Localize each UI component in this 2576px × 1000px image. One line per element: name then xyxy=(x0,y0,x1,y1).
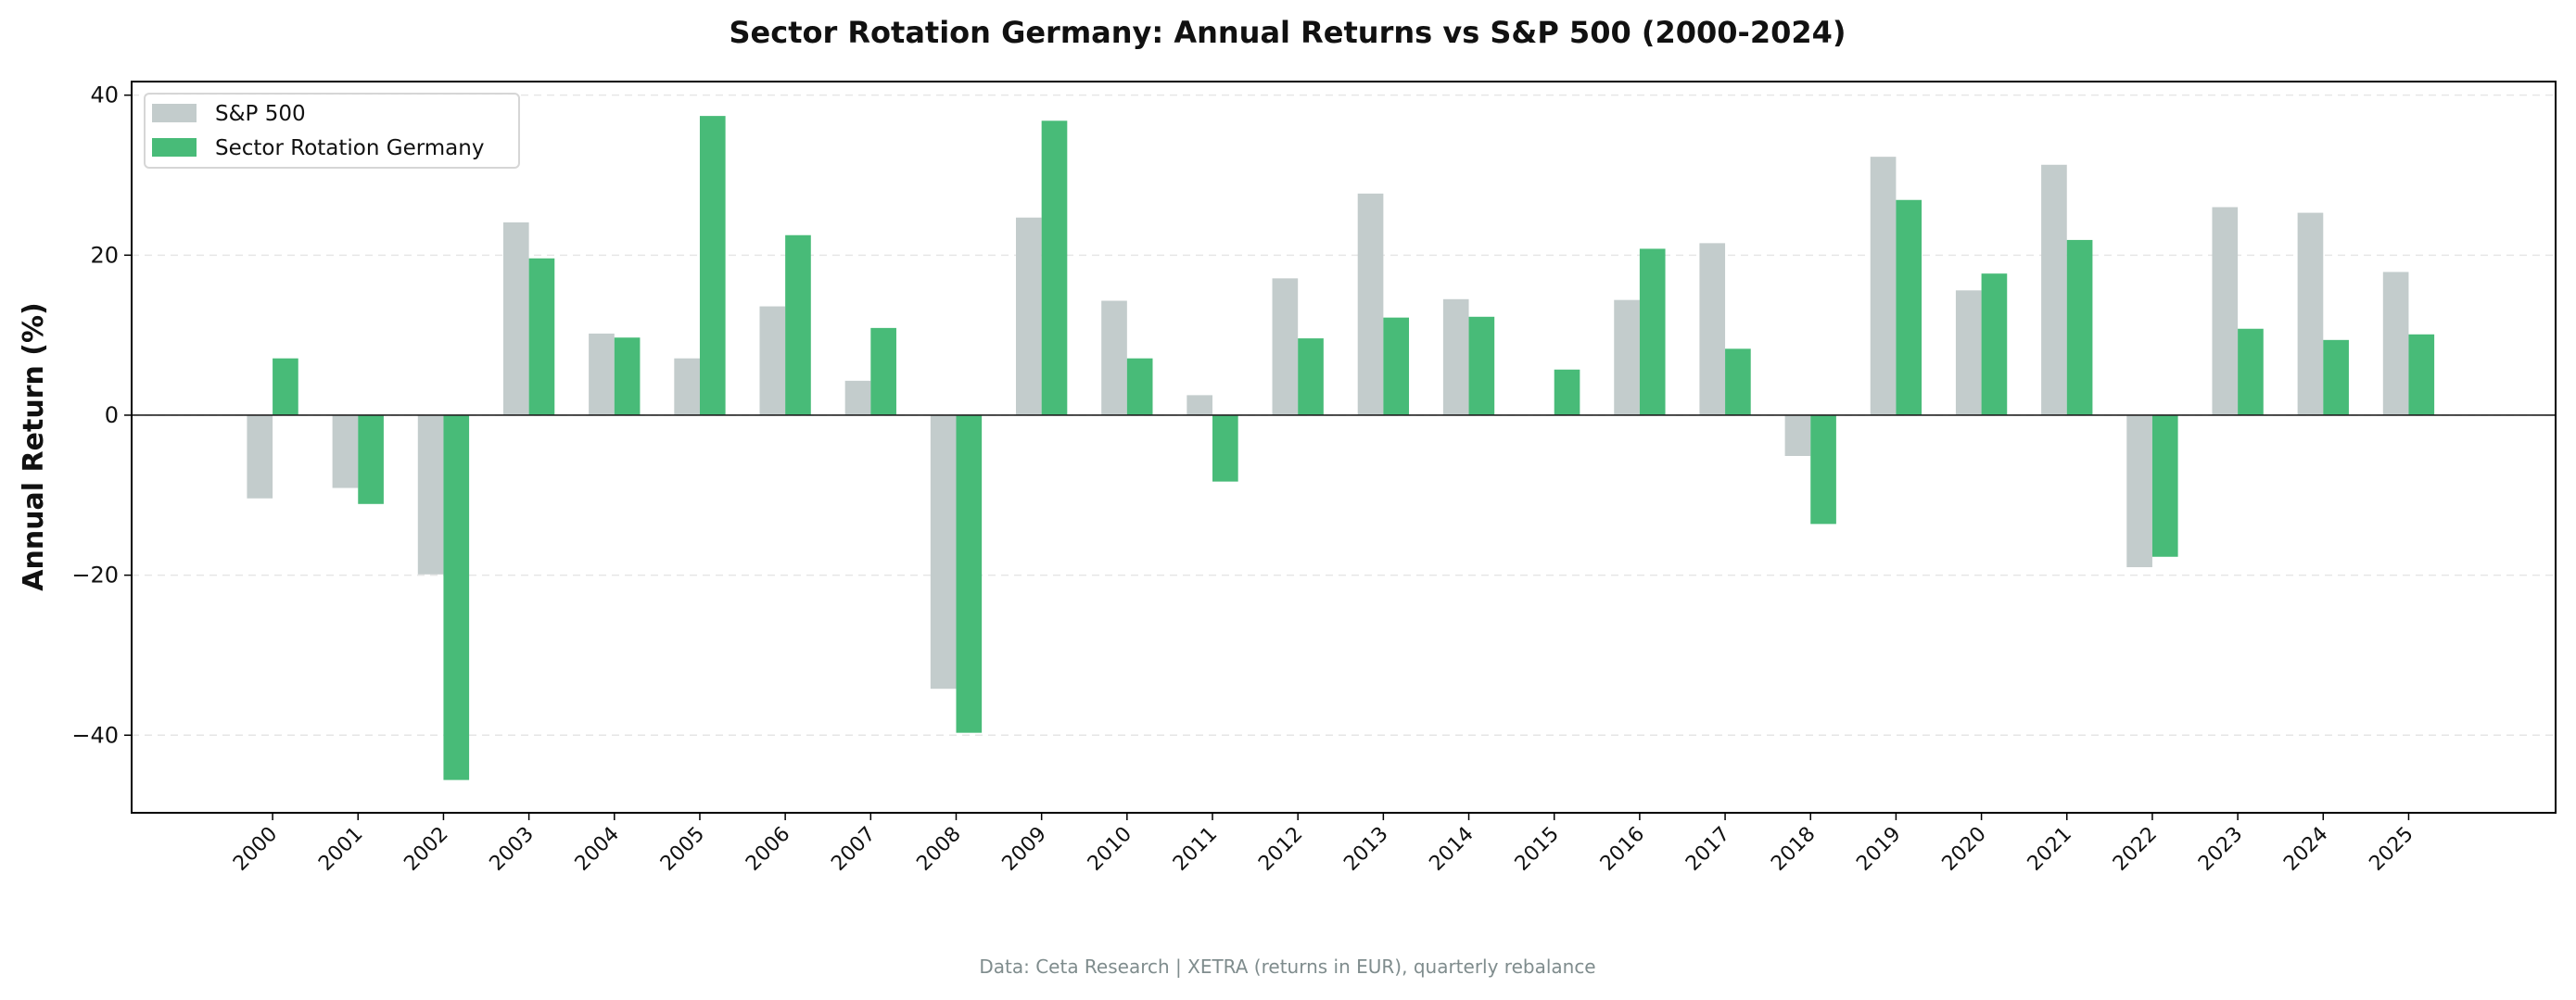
x-tick-label: 2023 xyxy=(2194,823,2247,876)
bar-sector-rotation-2010 xyxy=(1126,358,1153,415)
bar-sp500-2022 xyxy=(2126,414,2152,567)
bar-sector-rotation-2002 xyxy=(443,414,470,780)
y-tick-label: −20 xyxy=(71,563,119,589)
x-tick-label: 2021 xyxy=(2024,823,2076,876)
bar-sector-rotation-2009 xyxy=(1041,120,1068,415)
bar-sector-rotation-2001 xyxy=(358,414,384,504)
bar-sector-rotation-2015 xyxy=(1554,369,1580,415)
bar-sp500-2021 xyxy=(2041,164,2067,415)
x-tick-label: 2019 xyxy=(1852,823,1905,876)
legend-label-sp500: S&P 500 xyxy=(215,102,306,126)
footnote: Data: Ceta Research | XETRA (returns in … xyxy=(979,956,1595,978)
bar-sp500-2018 xyxy=(1784,414,1811,456)
bar-sector-rotation-2012 xyxy=(1298,338,1324,415)
x-tick-label: 2024 xyxy=(2279,823,2332,876)
x-tick-label: 2000 xyxy=(229,823,282,876)
bar-sector-rotation-2000 xyxy=(273,358,298,415)
y-axis-ticks: −40 −20 0 20 40 xyxy=(71,82,132,748)
x-tick-label: 2010 xyxy=(1084,823,1136,876)
x-tick-label: 2014 xyxy=(1426,823,1478,876)
legend: S&P 500 Sector Rotation Germany xyxy=(144,93,520,169)
bar-sector-rotation-2021 xyxy=(2066,239,2093,415)
x-tick-label: 2001 xyxy=(314,823,367,876)
x-tick-label: 2025 xyxy=(2365,823,2417,876)
bar-sp500-2025 xyxy=(2382,272,2409,415)
y-axis-label: Annual Return (%) xyxy=(18,302,50,590)
x-tick-label: 2006 xyxy=(742,823,794,876)
bar-sector-rotation-2020 xyxy=(1981,273,2008,415)
bar-sp500-2019 xyxy=(1870,157,1897,415)
bar-sp500-2001 xyxy=(332,414,359,488)
bar-sector-rotation-2004 xyxy=(614,337,641,415)
bar-sp500-2016 xyxy=(1614,299,1640,415)
bar-sp500-2009 xyxy=(1016,217,1042,415)
legend-label-srg: Sector Rotation Germany xyxy=(215,136,484,160)
y-tick-label: 40 xyxy=(90,82,119,108)
x-tick-label: 2018 xyxy=(1767,823,1820,876)
bar-sector-rotation-2003 xyxy=(528,258,555,415)
axes-frame xyxy=(131,81,2557,814)
x-tick-label: 2007 xyxy=(827,823,880,876)
bar-sp500-2017 xyxy=(1699,243,1726,415)
x-tick-label: 2008 xyxy=(912,823,965,876)
y-tick-label: 20 xyxy=(90,242,119,268)
bar-sector-rotation-2014 xyxy=(1468,316,1495,415)
bar-sp500-2008 xyxy=(930,414,957,690)
bar-sector-rotation-2019 xyxy=(1896,199,1922,415)
bar-sp500-2000 xyxy=(247,414,273,499)
bar-sp500-2024 xyxy=(2297,212,2324,415)
legend-swatch-sp500 xyxy=(152,104,197,122)
x-tick-label: 2012 xyxy=(1254,823,1307,876)
bar-sp500-2007 xyxy=(844,380,871,415)
bar-sector-rotation-2025 xyxy=(2408,334,2435,415)
x-tick-label: 2017 xyxy=(1681,823,1734,876)
bar-sector-rotation-2024 xyxy=(2323,339,2349,415)
y-tick-label: 0 xyxy=(105,402,119,428)
bar-sp500-2003 xyxy=(502,222,529,415)
bar-sector-rotation-2013 xyxy=(1383,317,1410,415)
bars xyxy=(247,116,2435,780)
bar-sector-rotation-2023 xyxy=(2238,328,2264,415)
x-tick-label: 2002 xyxy=(400,823,452,876)
x-tick-label: 2004 xyxy=(571,823,624,876)
bar-sector-rotation-2017 xyxy=(1725,348,1751,415)
bar-sector-rotation-2018 xyxy=(1810,414,1836,525)
x-tick-label: 2013 xyxy=(1339,823,1392,876)
bar-sector-rotation-2011 xyxy=(1212,414,1238,482)
x-axis-ticks: 2000 2001 2002 2003 2004 2005 2006 2007 2008 2009… xyxy=(229,813,2418,876)
bar-sp500-2013 xyxy=(1357,193,1384,415)
x-tick-label: 2020 xyxy=(1938,823,1991,876)
bar-sp500-2005 xyxy=(674,358,700,415)
legend-swatch-srg xyxy=(152,138,197,157)
bar-sp500-2010 xyxy=(1101,300,1127,415)
bar-sp500-2023 xyxy=(2212,207,2239,415)
bar-sp500-2012 xyxy=(1272,278,1299,415)
y-tick-label: −40 xyxy=(71,722,119,748)
bar-sector-rotation-2022 xyxy=(2151,414,2178,557)
bar-sp500-2002 xyxy=(417,414,444,575)
bar-sector-rotation-2016 xyxy=(1639,248,1666,415)
chart-title: Sector Rotation Germany: Annual Returns … xyxy=(729,15,1846,50)
x-tick-label: 2005 xyxy=(656,823,709,876)
bar-sector-rotation-2005 xyxy=(699,116,726,415)
x-tick-label: 2011 xyxy=(1169,823,1222,876)
bar-sector-rotation-2008 xyxy=(956,414,983,733)
x-tick-label: 2003 xyxy=(486,823,539,876)
bar-sp500-2020 xyxy=(1955,290,1982,415)
x-tick-label: 2009 xyxy=(998,823,1051,876)
bar-sector-rotation-2006 xyxy=(785,234,811,415)
x-tick-label: 2016 xyxy=(1596,823,1649,876)
bar-sp500-2014 xyxy=(1442,298,1469,415)
x-tick-label: 2022 xyxy=(2109,823,2162,876)
bar-sector-rotation-2007 xyxy=(870,327,896,415)
bar-sp500-2004 xyxy=(589,333,615,415)
x-tick-label: 2015 xyxy=(1511,823,1564,876)
bar-sp500-2011 xyxy=(1186,395,1213,415)
bar-sp500-2006 xyxy=(759,306,786,415)
legend-box xyxy=(144,93,520,169)
